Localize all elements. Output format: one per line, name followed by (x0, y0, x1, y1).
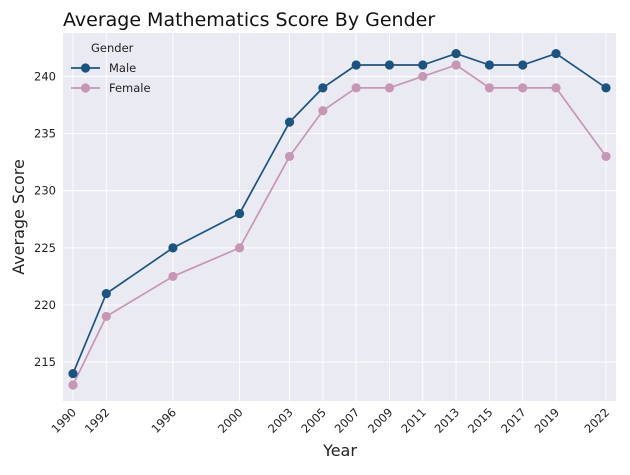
x-tick-label: 2003 (265, 405, 296, 436)
y-tick-label: 220 (34, 298, 56, 312)
data-point-male (351, 60, 361, 70)
x-tick-label: 2009 (365, 405, 396, 436)
data-point-female (551, 83, 561, 93)
series-female (68, 60, 611, 390)
data-point-female (418, 71, 428, 82)
data-point-female (384, 83, 395, 93)
x-axis-label: Year (322, 441, 357, 460)
data-point-male (168, 243, 178, 253)
legend-marker-female (80, 83, 91, 93)
data-point-female (68, 380, 78, 390)
x-tick-label: 2013 (432, 405, 463, 436)
series-line-female (72, 64, 607, 386)
chart-title: Average Mathematics Score By Gender (63, 9, 435, 31)
data-point-male (451, 48, 461, 59)
data-point-male (101, 288, 111, 299)
plot-background (63, 33, 616, 401)
y-axis-label: Average Score (9, 159, 28, 275)
x-tick-label: 2007 (332, 405, 363, 436)
x-tick-label: 2011 (398, 405, 429, 436)
legend: Gender Male Female (71, 41, 151, 95)
legend-marker-male (80, 63, 91, 73)
y-tick-label: 240 (34, 69, 56, 83)
data-point-male (484, 60, 495, 70)
series-layer (68, 48, 611, 390)
data-point-female (168, 271, 178, 282)
x-tick-label: 1992 (82, 405, 113, 436)
legend-label-female: Female (109, 81, 151, 95)
legend-item-female: Female (71, 81, 151, 95)
legend-label-male: Male (109, 61, 136, 75)
y-tick-label: 225 (34, 241, 56, 255)
data-point-male (318, 83, 328, 93)
data-point-male (384, 60, 395, 70)
x-tick-label: 1996 (148, 405, 179, 436)
series-male (68, 48, 611, 379)
data-point-female (351, 83, 361, 93)
y-tick-label: 215 (34, 355, 56, 369)
y-tick-label: 230 (34, 184, 56, 198)
data-point-female (518, 83, 528, 93)
legend-item-male: Male (71, 61, 136, 75)
data-point-female (318, 106, 328, 116)
series-line-male (72, 52, 607, 374)
x-tick-label: 2005 (298, 405, 329, 436)
x-tick-label: 2019 (532, 405, 563, 436)
data-point-male (418, 60, 428, 70)
y-tick-label: 235 (34, 127, 56, 141)
data-point-female (451, 60, 461, 70)
data-point-female (601, 151, 611, 162)
data-point-female (484, 83, 495, 93)
legend-title: Gender (91, 41, 134, 55)
x-tick-label: 2022 (582, 405, 613, 436)
data-point-female (234, 243, 245, 253)
x-tick-label: 1990 (49, 405, 80, 436)
data-point-female (284, 151, 295, 162)
x-tick-label: 2015 (465, 405, 496, 436)
data-point-male (551, 48, 561, 59)
data-point-male (601, 83, 611, 93)
data-point-male (518, 60, 528, 70)
data-point-male (284, 117, 295, 127)
x-tick-label: 2017 (498, 405, 529, 436)
data-point-male (234, 208, 245, 219)
x-tick-label: 2000 (215, 405, 246, 436)
data-point-female (101, 311, 111, 322)
data-point-male (68, 368, 78, 379)
